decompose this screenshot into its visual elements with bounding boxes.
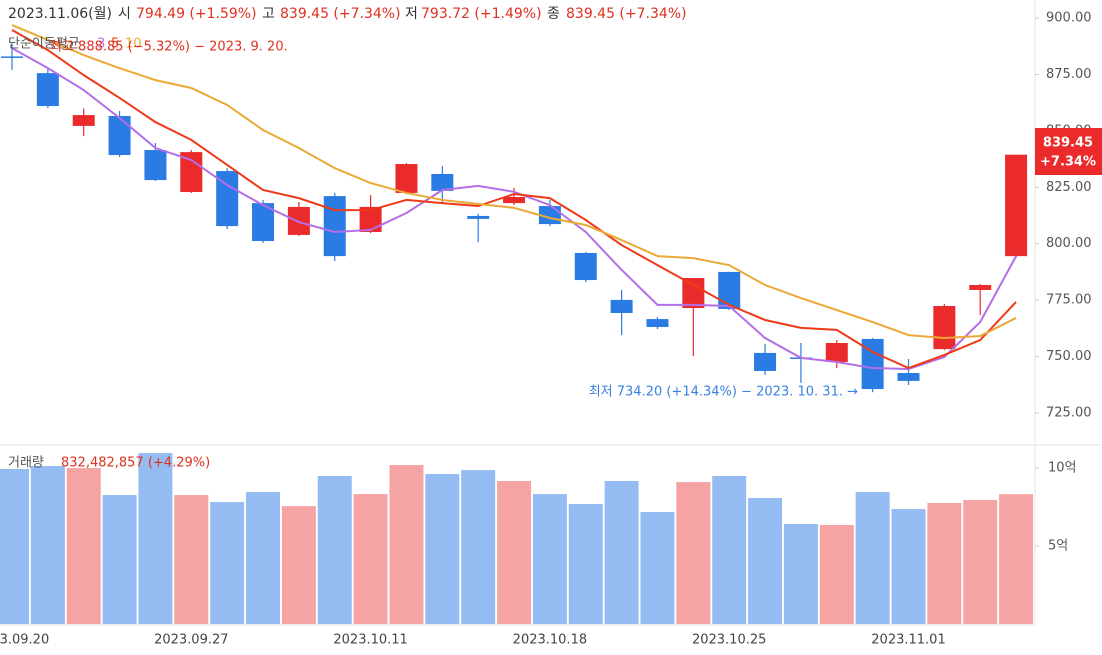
volume-bar bbox=[317, 476, 352, 624]
candle-body bbox=[646, 319, 669, 327]
volume-bar bbox=[0, 468, 29, 624]
x-tick-label: 2023.10.18 bbox=[513, 633, 587, 648]
volume-value: 832,482,857 (+4.29%) bbox=[61, 456, 210, 471]
label: 시 bbox=[118, 6, 131, 22]
candle-body bbox=[144, 150, 167, 181]
candle-body bbox=[180, 152, 203, 193]
candle-body bbox=[431, 173, 454, 191]
y-tick-label: 900.00 bbox=[1046, 11, 1092, 26]
volume-bar bbox=[102, 495, 137, 624]
y-tick-label: 10억 bbox=[1048, 461, 1077, 476]
value: 794.49 (+1.59%) bbox=[136, 6, 257, 22]
y-tick-label: 5억 bbox=[1048, 539, 1068, 554]
candle-body bbox=[825, 343, 848, 362]
candle-body bbox=[682, 278, 705, 309]
y-tick-label: 800.00 bbox=[1046, 236, 1092, 251]
volume-bar bbox=[748, 497, 783, 624]
max-annotation: 최고 888.85 (−5.32%) − 2023. 9. 20. bbox=[50, 40, 288, 55]
candle-body bbox=[610, 299, 633, 313]
y-tick-label: 875.00 bbox=[1046, 67, 1092, 82]
min-annotation: 최저 734.20 (+14.34%) − 2023. 10. 31. → bbox=[589, 385, 858, 400]
x-tick-label: 2023.10.11 bbox=[333, 633, 407, 648]
candle-body bbox=[933, 305, 956, 350]
volume-bar bbox=[963, 500, 998, 624]
candle-body bbox=[969, 285, 992, 290]
volume-bar bbox=[389, 465, 424, 624]
volume-title: 거래량 bbox=[8, 456, 44, 471]
candle-body bbox=[287, 206, 310, 235]
x-tick-label: 2023.11.01 bbox=[871, 633, 945, 648]
candle-body bbox=[503, 197, 526, 204]
plot: 5억10억725.00750.00775.00800.00825.00850.0… bbox=[0, 11, 1092, 648]
candle-body bbox=[323, 196, 346, 257]
volume-bar bbox=[676, 482, 711, 624]
volume-bar bbox=[640, 512, 675, 624]
date: 2023.11.06(월) bbox=[8, 6, 112, 22]
price-tag-bg bbox=[1035, 128, 1102, 175]
value: 839.45 (+7.34%) bbox=[566, 6, 687, 22]
volume-bar bbox=[461, 470, 496, 624]
volume-bar bbox=[999, 494, 1034, 624]
y-tick-label: 775.00 bbox=[1046, 293, 1092, 308]
volume-bar bbox=[927, 502, 962, 624]
candle-body bbox=[1005, 154, 1028, 257]
legend-entry: 5 bbox=[111, 37, 119, 52]
label: 저 bbox=[405, 6, 418, 22]
volume-bar bbox=[66, 468, 101, 624]
candle-body bbox=[754, 352, 777, 371]
volume-bar bbox=[604, 480, 639, 624]
legend-entry: 3 bbox=[97, 37, 105, 52]
header: 2023.11.06(월) 시 794.49 (+1.59%) 고 839.45… bbox=[8, 6, 687, 22]
volume-bar bbox=[497, 480, 532, 624]
volume-bar bbox=[174, 495, 209, 624]
volume-bar bbox=[353, 494, 388, 624]
candle-body bbox=[467, 215, 490, 219]
volume-bar bbox=[138, 453, 173, 624]
moving-average bbox=[11, 47, 1017, 370]
volume-bar bbox=[425, 473, 460, 624]
y-tick-label: 725.00 bbox=[1046, 405, 1092, 420]
x-tick-label: 2023.09.20 bbox=[0, 633, 49, 648]
x-tick-label: 2023.09.27 bbox=[154, 633, 228, 648]
legend-title: 단순이동평균 bbox=[8, 37, 80, 52]
candle-body bbox=[216, 171, 239, 227]
price-tag: 839.45 +7.34% bbox=[1035, 128, 1102, 175]
candle-body bbox=[861, 338, 884, 390]
candle-body bbox=[36, 73, 59, 107]
volume-bar bbox=[568, 504, 603, 624]
price-tag-value: 839.45 bbox=[1043, 136, 1093, 151]
candle-body bbox=[108, 115, 131, 156]
volume-bar bbox=[532, 494, 567, 624]
x-tick-label: 2023.10.25 bbox=[692, 633, 766, 648]
candle-body bbox=[395, 164, 418, 193]
price-tag-change: +7.34% bbox=[1040, 155, 1096, 170]
volume-bar bbox=[246, 492, 281, 624]
y-tick-label: 750.00 bbox=[1046, 349, 1092, 364]
volume-bar bbox=[281, 506, 316, 624]
candle-body bbox=[252, 203, 275, 242]
volume-bar bbox=[891, 509, 926, 624]
candle-body bbox=[72, 115, 95, 126]
moving-average bbox=[11, 24, 1017, 340]
candle-body bbox=[574, 252, 597, 281]
moving-average bbox=[11, 29, 1017, 370]
volume-bar bbox=[210, 502, 245, 624]
y-tick-label: 825.00 bbox=[1046, 180, 1092, 195]
candle-body bbox=[718, 271, 741, 309]
label: 종 bbox=[547, 6, 560, 22]
value: 839.45 (+7.34%) bbox=[280, 6, 401, 22]
label: 고 bbox=[262, 6, 275, 22]
volume-bar bbox=[712, 476, 747, 624]
volume-bar bbox=[30, 466, 65, 624]
volume-bar bbox=[819, 524, 854, 624]
value: 793.72 (+1.49%) bbox=[421, 6, 542, 22]
candle-body bbox=[897, 373, 920, 381]
legend-entry: 10 bbox=[125, 37, 142, 52]
volume-bar bbox=[855, 492, 890, 624]
candle-body bbox=[359, 206, 382, 232]
volume-bar bbox=[783, 524, 818, 624]
candle-body bbox=[1, 56, 23, 58]
